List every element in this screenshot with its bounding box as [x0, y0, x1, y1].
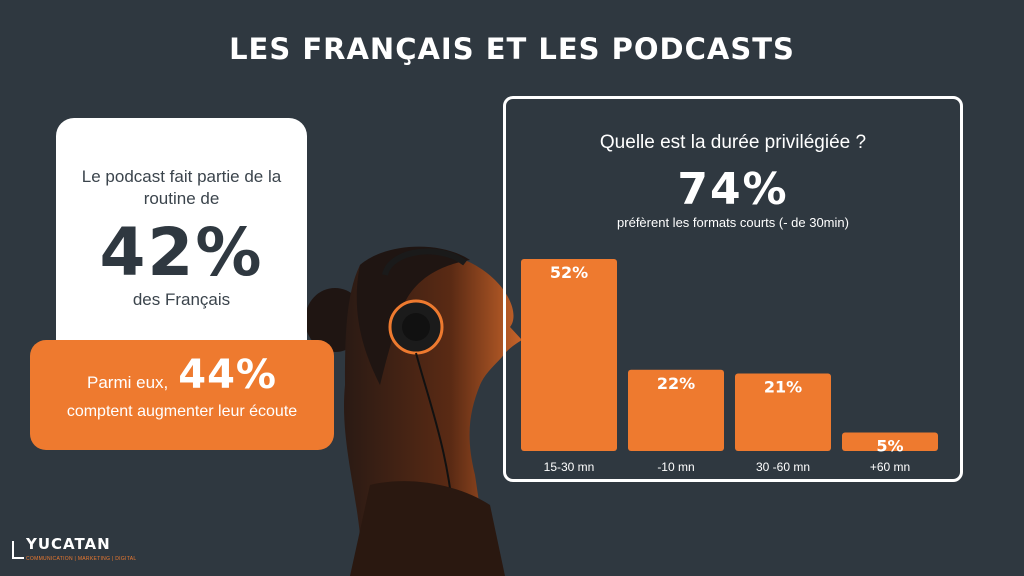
- bar-1: [521, 259, 617, 451]
- routine-stat-card: Le podcast fait partie de la routine de …: [56, 118, 307, 363]
- category-label-1: 15-30 mn: [544, 460, 595, 474]
- increase-prefix-text: Parmi eux,: [87, 373, 169, 392]
- chart-headline-percentage: 74%: [677, 164, 789, 215]
- routine-outro-text: des Français: [132, 290, 231, 309]
- increase-percentage: 44%: [178, 352, 277, 398]
- routine-intro-text: Le podcast fait partie de la routine de: [81, 167, 282, 208]
- bar-2: [628, 369, 724, 451]
- bar-value-label-1: 52%: [550, 263, 588, 282]
- bar-4: [842, 432, 938, 451]
- routine-percentage: 42%: [99, 214, 264, 291]
- bar-value-label-4: 5%: [876, 437, 903, 456]
- category-label-4: +60 mn: [870, 460, 910, 474]
- listener-silhouette-image: [305, 246, 522, 576]
- category-label-3: 30 -60 mn: [756, 460, 810, 474]
- chart-subtitle: préfèrent les formats courts (- de 30min…: [617, 215, 849, 230]
- increase-description-text: comptent augmenter leur écoute: [66, 403, 298, 420]
- chart-title: Quelle est la durée privilégiée ?: [599, 132, 867, 153]
- bar-value-label-3: 21%: [764, 377, 802, 396]
- increase-stat-card: Parmi eux, 44% comptent augmenter leur é…: [30, 340, 334, 450]
- category-label-2: -10 mn: [657, 460, 694, 474]
- logo-tagline: COMMUNICATION | MARKETING | DIGITAL: [26, 556, 137, 562]
- page-title: LES FRANÇAIS ET LES PODCASTS: [229, 32, 795, 66]
- duration-chart-frame: [503, 96, 963, 482]
- bar-value-label-2: 22%: [657, 374, 695, 393]
- logo-mark-icon: [12, 541, 24, 559]
- logo-name: YUCATAN: [26, 535, 111, 553]
- bar-3: [735, 373, 831, 451]
